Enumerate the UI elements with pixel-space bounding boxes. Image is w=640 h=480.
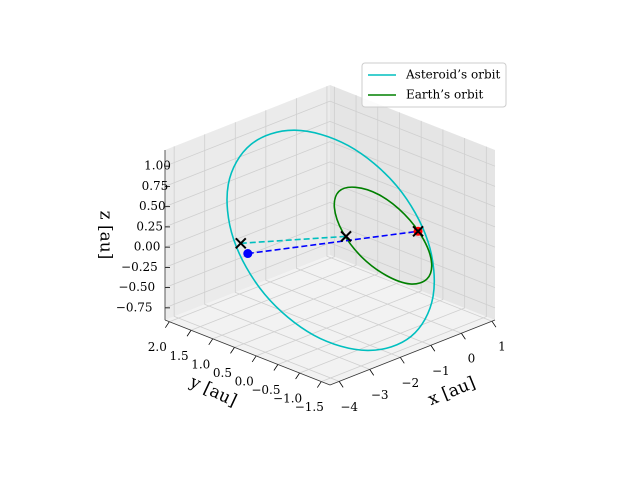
grid-line: [164, 161, 496, 228]
tick-mark: [251, 355, 257, 363]
tick-mark: [295, 372, 300, 380]
y-tick-label: −1.0: [273, 392, 302, 406]
z-tick-label: −0.75: [116, 300, 153, 314]
y-tick-label: 1.5: [170, 349, 189, 363]
z-tick-label: −0.50: [118, 280, 155, 294]
cross-marker: [340, 230, 352, 243]
axis-line: [164, 319, 331, 386]
legend: Asteroid’s orbit Earth’s orbit: [361, 62, 507, 108]
tick-mark: [399, 357, 405, 364]
z-axis-label: z [au]: [96, 211, 116, 260]
grid-line: [164, 201, 496, 268]
cross-marker: [412, 225, 424, 237]
y-tick-label: −1.5: [295, 400, 324, 414]
right-pane: [330, 85, 495, 320]
grid-line: [164, 181, 496, 248]
tick-mark: [186, 330, 192, 337]
z-tick-label: 1.00: [144, 159, 171, 173]
plot: [226, 129, 436, 352]
grid-line: [164, 222, 496, 288]
tick-mark: [165, 321, 170, 328]
x-tick-label: −1: [432, 364, 450, 378]
z-tick-label: 0.50: [139, 199, 166, 213]
left-pane: [165, 85, 330, 320]
x-axis-label: x [au]: [425, 373, 478, 410]
axis-line: [329, 319, 496, 386]
z-tick-label: 0.75: [142, 179, 169, 193]
tick-mark: [461, 333, 466, 340]
z-tick-label: −0.25: [121, 260, 158, 274]
z-tick-label: 0.00: [134, 240, 161, 254]
tick-mark: [316, 381, 322, 388]
tick-mark: [338, 381, 344, 388]
x-tick-label: −3: [371, 388, 389, 402]
ticks: −4 −3 −2 −1 0 1 −1.5−1.0−0.50.00.51.01.52.0 −0.…: [116, 150, 506, 414]
grid-line: [164, 121, 496, 187]
legend-label: Asteroid’s orbit: [405, 68, 500, 82]
x-tick-label: −4: [340, 400, 358, 414]
tick-mark: [208, 338, 214, 346]
point-marker: [243, 249, 253, 259]
x-tick-label: 1: [498, 340, 506, 354]
y-tick-label: 2.0: [148, 340, 167, 354]
x-tick-label: −2: [401, 376, 419, 390]
y-tick-label: 0.5: [213, 366, 232, 380]
legend-box: [361, 62, 507, 108]
dashed-segment: [247, 230, 419, 255]
tick-mark: [369, 369, 375, 376]
cross-marker: [235, 237, 247, 249]
tick-mark: [273, 364, 279, 371]
grid-line: [164, 141, 496, 208]
orbit-line: [226, 129, 436, 352]
z-tick-label: 0.25: [136, 219, 163, 233]
tick-mark: [430, 345, 436, 352]
panes: [165, 85, 495, 385]
grid: [164, 86, 496, 382]
tick-mark: [230, 347, 235, 354]
tick-mark: [491, 320, 497, 328]
y-tick-label: 0.0: [235, 374, 254, 388]
legend-label: Earth’s orbit: [406, 88, 483, 102]
grid-line: [164, 100, 496, 167]
orbit-line: [333, 186, 433, 285]
y-tick-label: −0.5: [251, 383, 280, 397]
y-tick-label: 1.0: [191, 357, 210, 371]
x-tick-label: 0: [468, 352, 476, 366]
